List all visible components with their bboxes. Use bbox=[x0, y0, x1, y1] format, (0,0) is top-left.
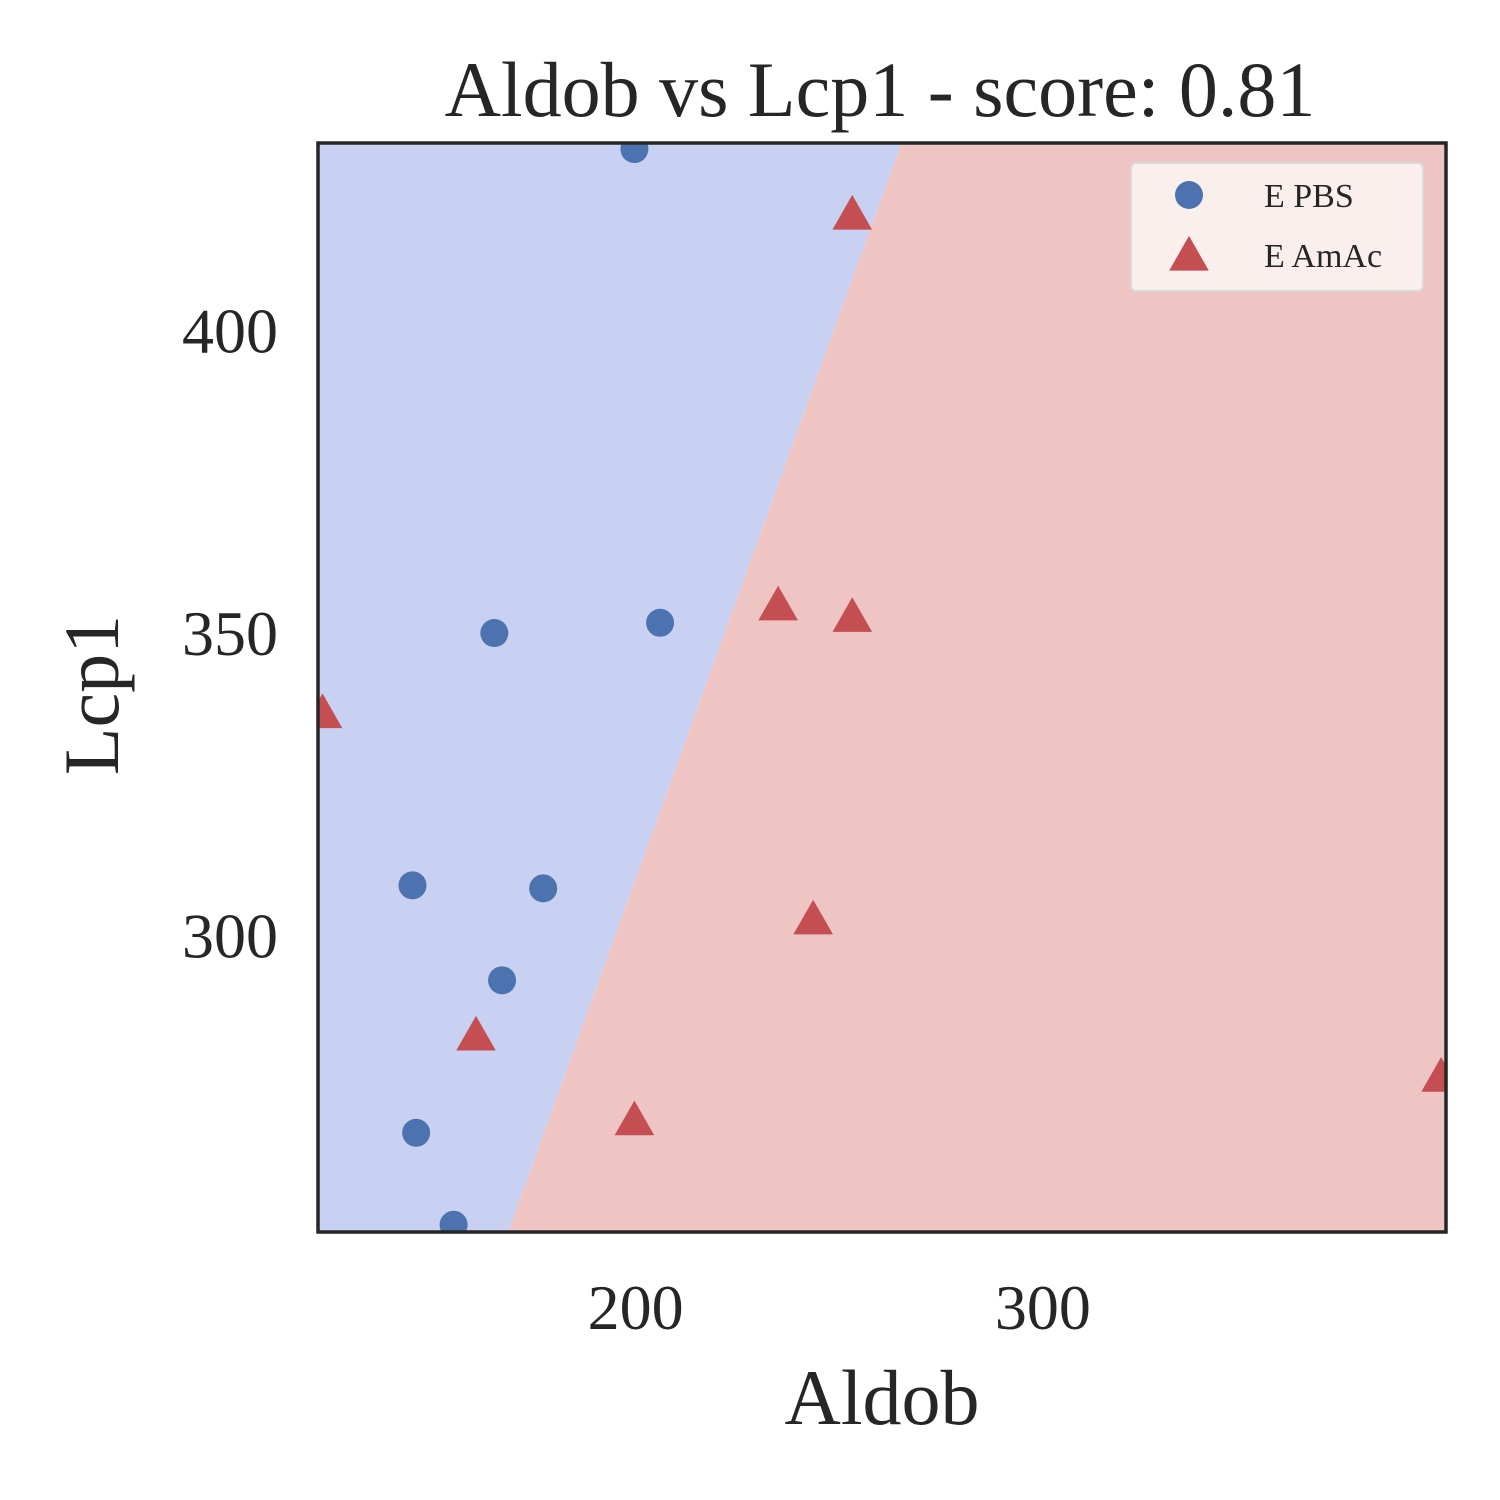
x-tick-label-200: 200 bbox=[588, 1272, 684, 1343]
legend-box bbox=[1130, 162, 1424, 292]
point-e-amac-3 bbox=[318, 693, 343, 729]
legend-marker-e-pbs bbox=[1175, 181, 1203, 209]
point-e-amac-7 bbox=[1421, 1057, 1446, 1092]
decision-region-e-pbs bbox=[318, 143, 902, 1232]
y-tick-label-300: 300 bbox=[182, 901, 278, 972]
point-e-pbs-0 bbox=[620, 143, 649, 164]
legend-label-e-pbs: E PBS bbox=[1264, 178, 1354, 215]
chart-title: Aldob vs Lcp1 - score: 0.81 bbox=[445, 46, 1316, 133]
point-e-pbs-1 bbox=[646, 608, 675, 637]
y-tick-label-400: 400 bbox=[182, 296, 278, 367]
legend-label-e-amac: E AmAc bbox=[1264, 238, 1382, 275]
legend-marker-e-amac bbox=[1169, 235, 1209, 271]
y-axis-ticks: 300 350 400 bbox=[182, 296, 278, 972]
decision-region-e-amac bbox=[508, 143, 1446, 1232]
x-axis-label: Aldob bbox=[785, 1354, 980, 1441]
point-e-pbs-3 bbox=[398, 871, 427, 900]
x-tick-label-300: 300 bbox=[995, 1272, 1091, 1343]
point-e-amac-5 bbox=[456, 1015, 496, 1051]
point-e-pbs-7 bbox=[439, 1210, 468, 1232]
point-e-pbs-6 bbox=[402, 1118, 431, 1147]
point-e-amac-4 bbox=[793, 899, 833, 935]
point-e-amac-6 bbox=[614, 1100, 655, 1136]
point-e-pbs-2 bbox=[480, 619, 509, 648]
point-e-pbs-5 bbox=[488, 966, 517, 995]
point-e-pbs-4 bbox=[529, 874, 558, 903]
plot-area bbox=[318, 143, 1446, 1232]
y-axis-label: Lcp1 bbox=[48, 615, 135, 775]
point-e-amac-2 bbox=[832, 597, 873, 632]
legend: E PBS E AmAc bbox=[1130, 162, 1424, 292]
data-points bbox=[318, 143, 1446, 1232]
point-e-amac-0 bbox=[832, 194, 873, 230]
y-tick-label-350: 350 bbox=[182, 598, 278, 669]
plot-frame bbox=[316, 141, 1448, 1234]
point-e-amac-1 bbox=[758, 585, 798, 621]
x-axis-ticks: 200 300 bbox=[588, 1272, 1091, 1343]
